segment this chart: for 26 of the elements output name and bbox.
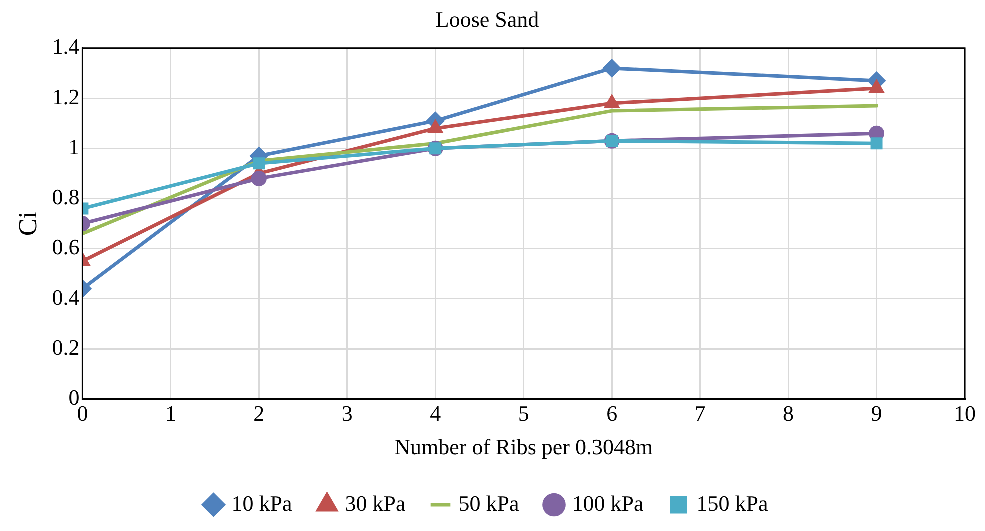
y-tick-label: 1: [68, 134, 80, 160]
legend-label: 150 kPa: [696, 490, 768, 516]
x-tick-label: 3: [342, 401, 353, 426]
legend-label: 30 kPa: [345, 490, 406, 516]
x-tick-label: 5: [518, 401, 530, 426]
y-tick-label: 1.2: [52, 84, 80, 110]
legend-label: 100 kPa: [572, 490, 644, 516]
y-tick-label: 1.4: [52, 34, 80, 60]
y-tick-label: 0.4: [52, 284, 80, 310]
x-tick-label: 2: [254, 401, 265, 426]
y-tick-label: 0.2: [52, 334, 80, 360]
x-tick-label: 4: [430, 401, 442, 426]
x-tick-label: 9: [871, 401, 882, 426]
x-tick-label: 7: [694, 401, 706, 426]
x-tick-label: 6: [606, 401, 618, 426]
y-tick-label: 0.8: [52, 184, 80, 210]
legend-label: 50 kPa: [458, 490, 520, 516]
x-tick-label: 8: [783, 401, 794, 426]
y-tick-label: 0.6: [52, 234, 80, 260]
x-tick-label: 1: [165, 401, 176, 426]
x-axis-title: Number of Ribs per 0.3048m: [394, 434, 654, 460]
y-tick-label: 0: [68, 384, 80, 410]
legend-label: 10 kPa: [232, 490, 292, 516]
y-axis-title: Ci: [13, 212, 42, 236]
chart-title: Loose Sand: [436, 6, 540, 32]
x-tick-label: 10: [954, 401, 976, 426]
